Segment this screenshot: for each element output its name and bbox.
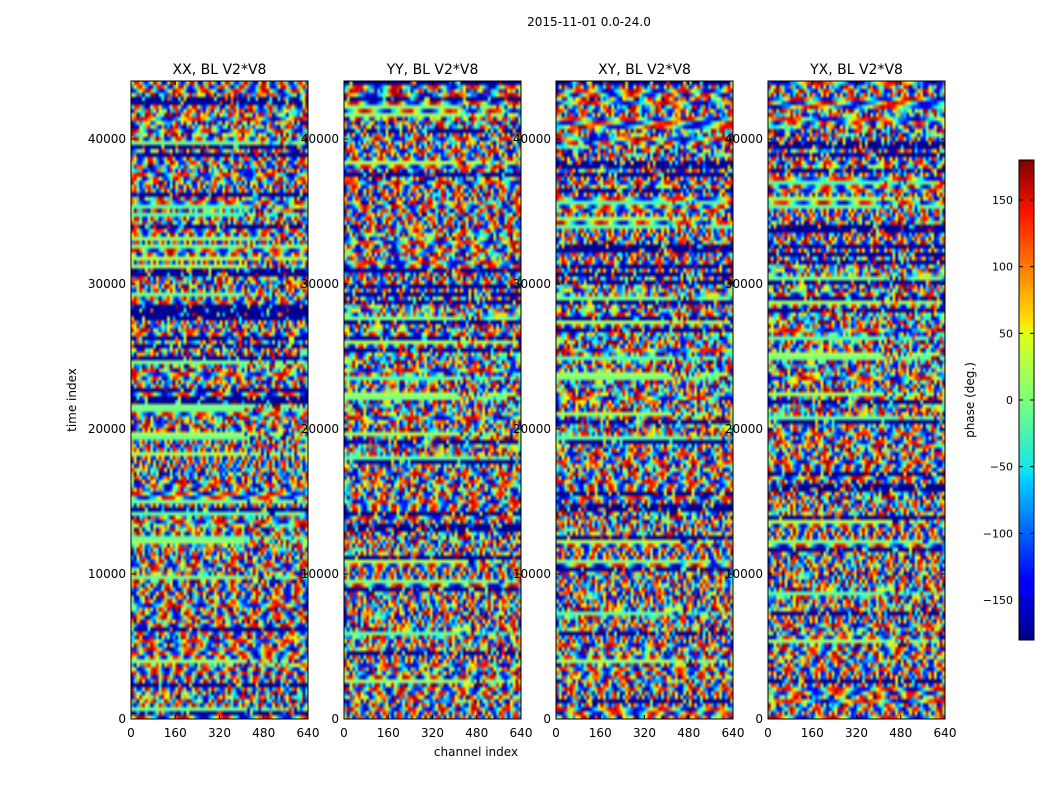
colorbar-tick-label: 100 [992,261,1013,274]
y-tick-label: 30000 [725,277,763,291]
y-tick-label: 10000 [301,567,339,581]
x-tick-label: 640 [510,726,533,740]
heatmap-panels: XX, BL V2*V8 0 160 320 480 640 0 10000 20000 3000… [88,62,957,740]
panel-title: XX, BL V2*V8 [173,62,267,78]
y-tick-label: 40000 [725,132,763,146]
x-tick-label: 0 [127,726,135,740]
colorbar-tick-label: −150 [983,594,1013,607]
x-tick-label: 160 [377,726,400,740]
x-tick-label: 640 [722,726,745,740]
y-tick-label: 0 [331,712,339,726]
panel-title: YY, BL V2*V8 [386,62,479,78]
x-tick-label: 640 [297,726,320,740]
y-tick-label: 10000 [88,567,126,581]
y-tick-label: 20000 [301,422,339,436]
x-tick-label: 320 [845,726,868,740]
y-tick-label: 10000 [513,567,551,581]
y-tick-label: 20000 [513,422,551,436]
y-tick-label: 30000 [301,277,339,291]
colorbar-tick-label: 50 [999,327,1013,340]
colorbar-tick-label: 0 [1006,394,1013,407]
heatmap-image [556,81,733,719]
y-tick-label: 30000 [513,277,551,291]
colorbar-ticks: −150 −100 −50 0 50 100 150 [983,194,1034,607]
x-tick-label: 480 [465,726,488,740]
heatmap-image [768,81,945,719]
x-tick-label: 480 [889,726,912,740]
x-tick-label: 320 [421,726,444,740]
y-tick-label: 30000 [88,277,126,291]
figure-suptitle: 2015-11-01 0.0-24.0 [527,15,651,29]
y-tick-label: 10000 [725,567,763,581]
y-tick-label: 0 [543,712,551,726]
y-tick-label: 0 [755,712,763,726]
heatmap-image [131,81,308,719]
x-axis-label: channel index [434,745,518,759]
colorbar-tick-label: −100 [983,527,1013,540]
colorbar-tick-label: −50 [990,461,1013,474]
heatmap-image [344,81,521,719]
x-tick-label: 160 [801,726,824,740]
y-axis-label: time index [65,368,79,432]
x-tick-label: 0 [552,726,560,740]
x-tick-label: 640 [934,726,957,740]
colorbar-tick-label: 150 [992,194,1013,207]
x-tick-label: 480 [677,726,700,740]
y-tick-label: 20000 [88,422,126,436]
x-tick-label: 480 [252,726,275,740]
x-tick-label: 0 [340,726,348,740]
colorbar-label: phase (deg.) [963,362,977,438]
heatmap-panel: YX, BL V2*V8 0 160 320 480 640 0 10000 20000 3000… [725,62,957,740]
y-tick-label: 20000 [725,422,763,436]
heatmap-panel: XY, BL V2*V8 0 160 320 480 640 0 10000 20000 3000… [513,62,745,740]
y-tick-label: 40000 [88,132,126,146]
y-tick-label: 0 [118,712,126,726]
x-tick-label: 320 [208,726,231,740]
panel-title: XY, BL V2*V8 [598,62,691,78]
x-tick-label: 320 [633,726,656,740]
colorbar: −150 −100 −50 0 50 100 150 phase (deg.) [963,159,1035,641]
x-tick-label: 160 [589,726,612,740]
heatmap-panel: XX, BL V2*V8 0 160 320 480 640 0 10000 20000 3000… [88,62,320,740]
y-tick-label: 40000 [301,132,339,146]
panel-title: YX, BL V2*V8 [809,62,903,78]
x-tick-label: 0 [764,726,772,740]
x-tick-label: 160 [164,726,187,740]
heatmap-panel: YY, BL V2*V8 0 160 320 480 640 0 10000 20000 3000… [301,62,533,740]
y-tick-label: 40000 [513,132,551,146]
